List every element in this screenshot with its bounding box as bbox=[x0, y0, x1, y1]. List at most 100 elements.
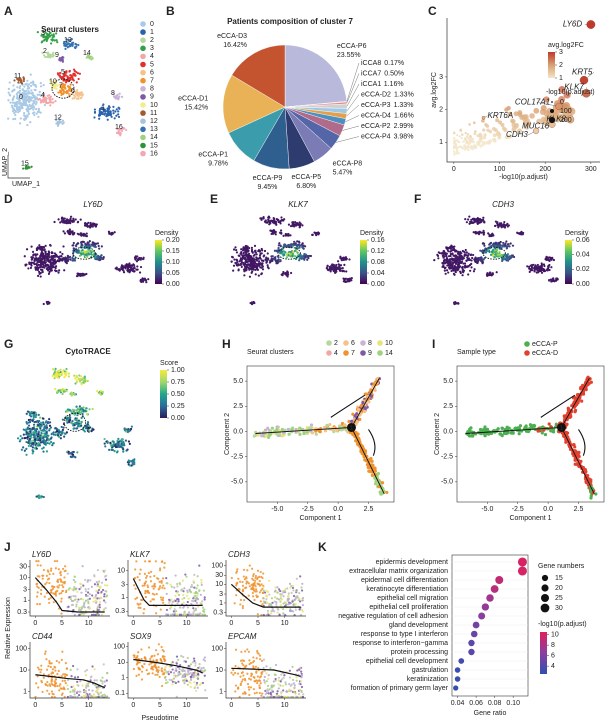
cell bbox=[493, 256, 496, 259]
cell bbox=[87, 426, 90, 430]
cell bbox=[460, 257, 463, 260]
cell bbox=[268, 223, 271, 226]
legend-swatch bbox=[140, 102, 146, 108]
cell bbox=[263, 249, 267, 253]
cell bbox=[128, 262, 131, 265]
cell bbox=[516, 231, 519, 234]
cell bbox=[16, 86, 19, 89]
cell bbox=[253, 244, 257, 247]
cell bbox=[556, 277, 559, 280]
cell bbox=[446, 248, 449, 252]
cluster-label: 13 bbox=[64, 37, 72, 44]
cell bbox=[63, 70, 67, 74]
cell bbox=[39, 427, 42, 430]
cell bbox=[77, 272, 80, 275]
gene-point bbox=[468, 139, 471, 143]
legend-label: 16 bbox=[150, 150, 158, 157]
cell bbox=[505, 255, 508, 258]
gene-point bbox=[469, 145, 473, 148]
cell bbox=[63, 269, 66, 272]
legend-swatch bbox=[140, 45, 146, 52]
cell bbox=[51, 80, 54, 83]
cell bbox=[546, 267, 550, 270]
cell bbox=[512, 255, 516, 259]
cell bbox=[52, 33, 55, 36]
cell bbox=[72, 79, 75, 82]
y-tick-label: 3 bbox=[439, 74, 443, 81]
cell bbox=[7, 87, 10, 90]
gene-point bbox=[507, 111, 513, 117]
cell bbox=[76, 89, 79, 92]
cell bbox=[44, 31, 47, 34]
gene-point bbox=[464, 131, 467, 135]
cell bbox=[116, 450, 119, 453]
cell bbox=[17, 81, 20, 84]
gene-point bbox=[482, 136, 487, 140]
cell bbox=[67, 220, 70, 224]
legend-swatch bbox=[140, 77, 146, 84]
legend-swatch bbox=[140, 118, 146, 124]
gene-point bbox=[460, 146, 463, 149]
colorbar-tick-label: 0.06 bbox=[576, 237, 590, 244]
cell bbox=[40, 41, 43, 44]
cell bbox=[100, 112, 103, 115]
panel-letter: E bbox=[210, 192, 218, 206]
cell bbox=[350, 419, 354, 423]
cell bbox=[247, 258, 250, 261]
cell bbox=[295, 250, 298, 253]
cell bbox=[343, 263, 346, 266]
cell bbox=[293, 240, 296, 243]
cell bbox=[264, 258, 267, 261]
slice-category: eCCA-P3 bbox=[361, 102, 391, 109]
colorbar-tick-label: 1.00 bbox=[171, 367, 185, 374]
cell bbox=[270, 426, 275, 430]
cell bbox=[96, 390, 99, 393]
cell bbox=[31, 446, 34, 449]
slice-label: iCCA8 0.17% bbox=[361, 60, 404, 67]
cell bbox=[98, 257, 102, 260]
cell bbox=[32, 415, 35, 418]
cell bbox=[267, 215, 270, 218]
slice-value: 16.42% bbox=[223, 42, 247, 49]
cell bbox=[109, 441, 112, 444]
cell bbox=[81, 410, 84, 413]
cell bbox=[528, 270, 531, 274]
cell bbox=[70, 38, 73, 41]
cell bbox=[35, 101, 38, 104]
cell bbox=[53, 371, 56, 374]
cell bbox=[523, 425, 527, 430]
cell bbox=[21, 88, 24, 91]
cell bbox=[112, 109, 115, 112]
legend-label: 0 bbox=[150, 21, 154, 28]
cell bbox=[39, 496, 43, 499]
cell bbox=[112, 105, 115, 108]
cell bbox=[32, 83, 35, 86]
cell bbox=[56, 434, 60, 437]
cell bbox=[367, 400, 371, 404]
cell bbox=[30, 92, 33, 95]
panel-letter: F bbox=[414, 192, 421, 206]
cell bbox=[443, 269, 446, 272]
cell bbox=[29, 81, 33, 84]
cell bbox=[75, 378, 78, 382]
cell bbox=[509, 257, 512, 260]
cell bbox=[14, 110, 18, 113]
legend-swatch bbox=[377, 350, 383, 356]
cells bbox=[252, 376, 389, 496]
cell bbox=[492, 242, 496, 245]
cell bbox=[385, 490, 389, 495]
cell bbox=[462, 262, 465, 265]
panel-letter: C bbox=[428, 4, 437, 18]
umap-axes bbox=[7, 155, 30, 179]
cell bbox=[542, 269, 546, 273]
cell bbox=[40, 254, 43, 257]
cell bbox=[31, 419, 34, 422]
cell bbox=[62, 245, 65, 248]
cell bbox=[72, 217, 75, 220]
cell bbox=[55, 39, 58, 42]
cell bbox=[42, 302, 45, 306]
cell bbox=[74, 417, 77, 420]
cell bbox=[459, 271, 462, 275]
cell bbox=[50, 269, 53, 272]
